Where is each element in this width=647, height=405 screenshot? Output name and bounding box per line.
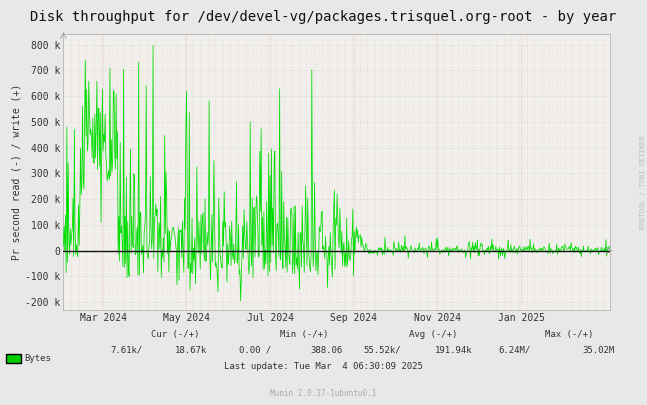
Text: 7.61k/: 7.61k/ (110, 346, 142, 355)
Text: Cur (-/+): Cur (-/+) (151, 330, 199, 339)
Text: 388.06: 388.06 (311, 346, 343, 355)
Text: 0.00 /: 0.00 / (239, 346, 272, 355)
Text: 18.67k: 18.67k (175, 346, 207, 355)
Text: 55.52k/: 55.52k/ (364, 346, 401, 355)
Text: Last update: Tue Mar  4 06:30:09 2025: Last update: Tue Mar 4 06:30:09 2025 (224, 362, 423, 371)
Text: RRDTOOL / TOBI OETIKER: RRDTOOL / TOBI OETIKER (640, 136, 646, 229)
Text: Min (-/+): Min (-/+) (280, 330, 328, 339)
Text: Disk throughput for /dev/devel-vg/packages.trisquel.org-root - by year: Disk throughput for /dev/devel-vg/packag… (30, 10, 617, 24)
Text: Munin 2.0.37-1ubuntu0.1: Munin 2.0.37-1ubuntu0.1 (270, 389, 377, 398)
Text: 35.02M: 35.02M (582, 346, 615, 355)
Y-axis label: Pr second read (-) / write (+): Pr second read (-) / write (+) (11, 84, 21, 260)
Text: 6.24M/: 6.24M/ (498, 346, 531, 355)
Text: Avg (-/+): Avg (-/+) (410, 330, 457, 339)
Text: Max (-/+): Max (-/+) (545, 330, 593, 339)
Text: 191.94k: 191.94k (435, 346, 472, 355)
Text: Bytes: Bytes (25, 354, 52, 363)
